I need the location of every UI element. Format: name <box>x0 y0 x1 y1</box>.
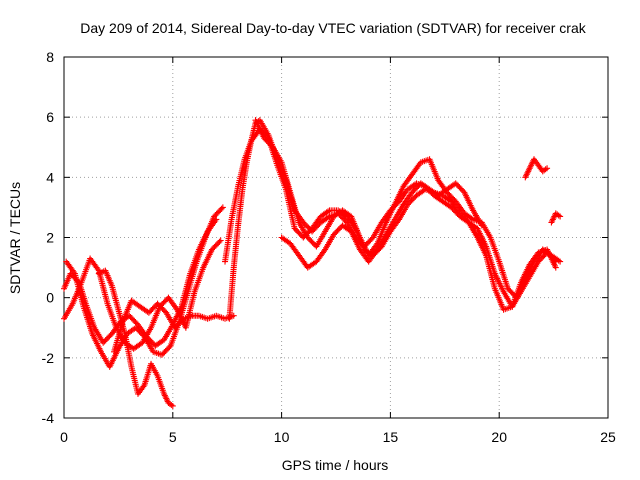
data-point <box>166 344 173 351</box>
x-tick-label: 15 <box>383 429 399 445</box>
y-tick-label: 2 <box>46 230 54 246</box>
data-point <box>552 264 559 271</box>
x-tick-label: 25 <box>600 429 616 445</box>
data-point <box>169 402 176 409</box>
x-tick-label: 5 <box>169 429 177 445</box>
data-point <box>544 165 551 172</box>
series-arc5 <box>111 297 237 355</box>
x-tick-label: 10 <box>274 429 290 445</box>
x-tick-label: 0 <box>60 429 68 445</box>
series-arc10 <box>522 156 551 181</box>
x-axis-label: GPS time / hours <box>282 457 389 473</box>
series-arc11 <box>548 210 564 226</box>
data-point <box>218 205 225 212</box>
data-point <box>230 312 237 319</box>
data-point <box>478 222 485 229</box>
y-tick-label: -2 <box>42 350 55 366</box>
grid-layer <box>64 57 608 418</box>
y-tick-label: 0 <box>46 290 54 306</box>
series-arc9 <box>278 180 485 271</box>
data-point <box>217 237 224 244</box>
series-arc8 <box>252 117 564 301</box>
y-tick-label: 6 <box>46 109 54 125</box>
tick-layer: 0 5 10 15 20 25 -4 -2 0 2 4 6 8 <box>42 49 616 445</box>
y-tick-label: 8 <box>46 49 54 65</box>
data-point <box>557 258 564 265</box>
data-point <box>557 213 564 220</box>
series-arc2 <box>63 204 226 370</box>
y-tick-label: -4 <box>42 410 55 426</box>
chart-title: Day 209 of 2014, Sidereal Day-to-day VTE… <box>80 20 586 36</box>
x-tick-label: 20 <box>491 429 507 445</box>
series-arc4 <box>95 267 176 409</box>
y-axis-label: SDTVAR / TECUs <box>7 182 23 294</box>
data-points-layer <box>61 117 564 409</box>
y-tick-label: 4 <box>46 169 54 185</box>
data-point <box>219 204 226 211</box>
data-point <box>216 238 223 245</box>
